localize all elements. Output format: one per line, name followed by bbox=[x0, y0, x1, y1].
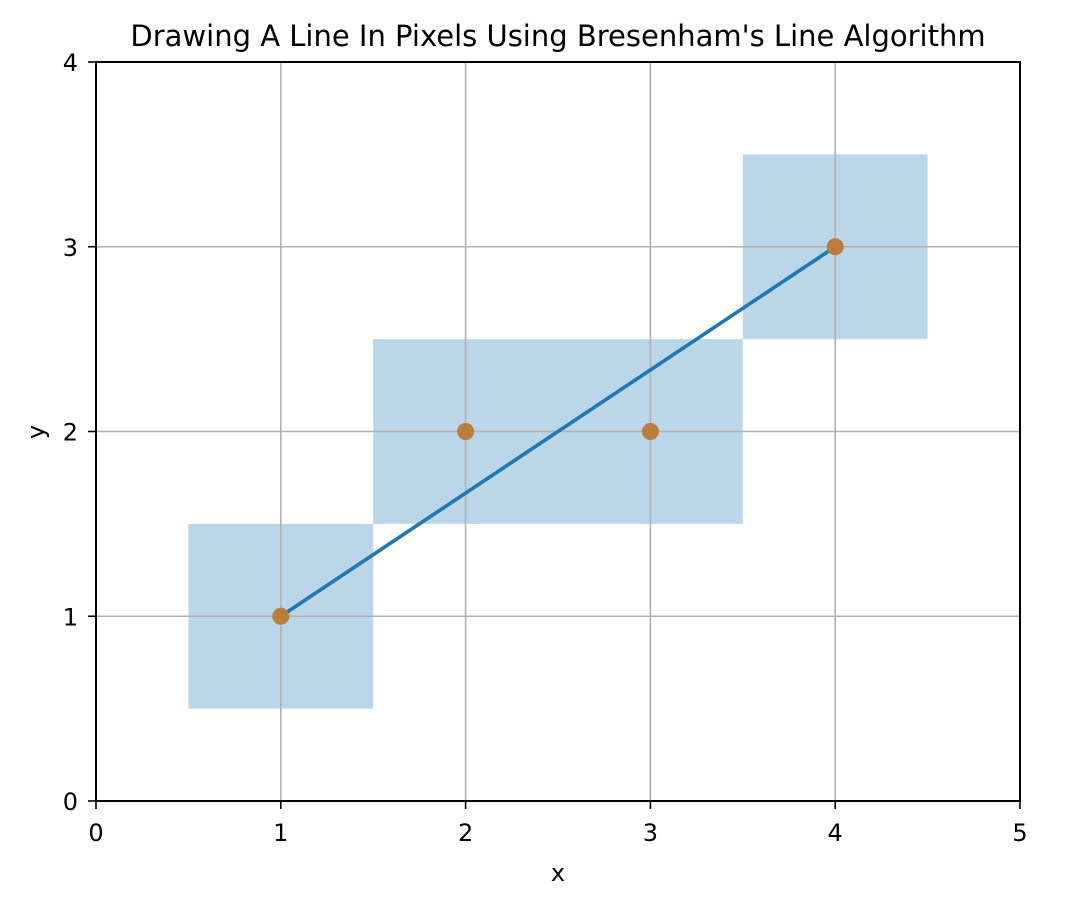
y-tick-label-3: 3 bbox=[63, 234, 78, 262]
y-tick-label-1: 1 bbox=[63, 603, 78, 631]
y-axis-label: y bbox=[22, 425, 50, 439]
data-point-2 bbox=[457, 423, 475, 440]
data-point-4 bbox=[826, 238, 844, 256]
data-point-tint-4 bbox=[826, 238, 844, 256]
x-axis-ticks: 0 1 2 3 4 5 bbox=[88, 801, 1028, 847]
data-point-tint-3 bbox=[641, 423, 659, 440]
y-tick-label-0: 0 bbox=[63, 788, 78, 816]
series-line-layer bbox=[278, 244, 838, 619]
series-points bbox=[272, 238, 844, 625]
x-tick-label-2: 2 bbox=[458, 819, 473, 847]
y-tick-label-4: 4 bbox=[63, 49, 78, 77]
x-tick-label-3: 3 bbox=[643, 819, 658, 847]
y-tick-label-2: 2 bbox=[63, 419, 78, 447]
x-axis-label: x bbox=[551, 859, 565, 887]
x-tick-label-4: 4 bbox=[828, 819, 843, 847]
x-tick-label-5: 5 bbox=[1012, 819, 1027, 847]
y-axis-ticks: 0 1 2 3 4 bbox=[63, 49, 96, 816]
data-point-tint-2 bbox=[457, 423, 475, 440]
x-tick-label-1: 1 bbox=[273, 819, 288, 847]
data-point-3 bbox=[641, 423, 659, 440]
data-point-tint-1 bbox=[272, 607, 290, 625]
data-point-1 bbox=[272, 607, 290, 625]
chart-title: Drawing A Line In Pixels Using Bresenham… bbox=[130, 19, 985, 53]
series-line bbox=[278, 244, 838, 619]
x-tick-label-0: 0 bbox=[88, 819, 103, 847]
